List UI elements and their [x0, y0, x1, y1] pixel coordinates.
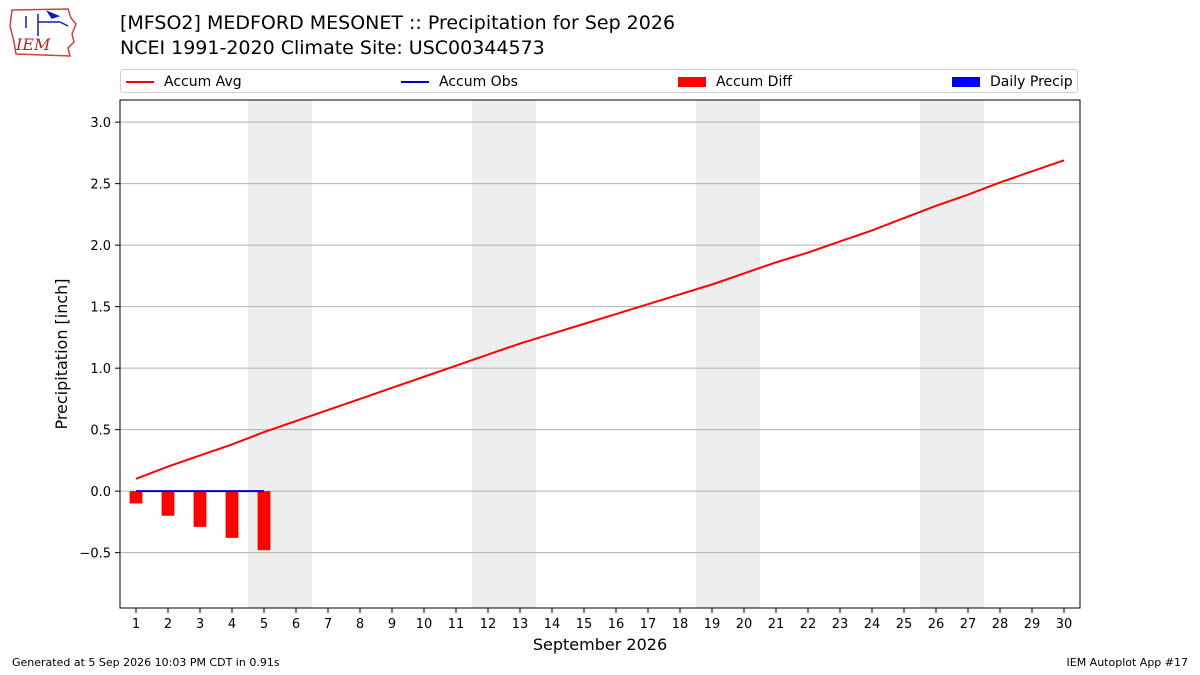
- x-tick-label: 22: [800, 617, 817, 632]
- x-axis-ticks: 1 2 3 4 5 6 7 8 9 10 11 12 13 14 15 16 17 18 19 20 21 22 23 24 2…: [132, 608, 1072, 632]
- x-tick-label: 5: [260, 617, 268, 632]
- accum-diff-bar: [161, 491, 175, 516]
- x-tick-label: 16: [608, 617, 625, 632]
- x-tick-label: 13: [512, 617, 529, 632]
- legend-label-daily-precip: Daily Precip: [990, 74, 1073, 90]
- weekend-band-1: [248, 100, 312, 608]
- x-tick-label: 17: [640, 617, 657, 632]
- x-tick-label: 24: [864, 617, 881, 632]
- legend-item-daily-precip: Daily Precip: [952, 73, 1073, 91]
- x-tick-label: 10: [416, 617, 433, 632]
- y-tick-label: −0.5: [79, 547, 111, 562]
- chart-title: [MFSO2] MEDFORD MESONET :: Precipitation…: [120, 12, 676, 34]
- x-tick-label: 27: [960, 617, 977, 632]
- y-tick-label: 0.0: [90, 485, 111, 500]
- weekend-bands: [248, 100, 984, 608]
- legend-item-accum-avg: Accum Avg: [126, 73, 242, 91]
- legend-swatch-daily-precip: [952, 77, 980, 87]
- y-tick-label: 1.5: [90, 301, 111, 316]
- accum-diff-bar: [129, 491, 143, 504]
- accum-avg-line: [135, 159, 1065, 480]
- accum-diff-bar: [193, 491, 207, 527]
- y-axis-ticks: −0.5 0.0 0.5 1.0 1.5 2.0 2.5 3.0: [79, 116, 120, 562]
- footer-app: IEM Autoplot App #17: [1066, 656, 1189, 669]
- x-tick-label: 9: [388, 617, 396, 632]
- legend-swatch-accum-diff: [678, 77, 706, 87]
- accum-diff-bar: [225, 491, 239, 538]
- legend-label-accum-avg: Accum Avg: [164, 74, 242, 90]
- x-tick-label: 7: [324, 617, 332, 632]
- diff-bars: [129, 491, 271, 551]
- x-tick-label: 4: [228, 617, 236, 632]
- legend-item-accum-obs: Accum Obs: [401, 73, 518, 91]
- y-axis-label: Precipitation [inch]: [52, 278, 71, 429]
- x-tick-label: 21: [768, 617, 785, 632]
- weekend-band-4: [920, 100, 984, 608]
- legend-label-accum-obs: Accum Obs: [439, 74, 518, 90]
- x-tick-label: 3: [196, 617, 204, 632]
- y-tick-label: 1.0: [90, 362, 111, 377]
- x-tick-label: 26: [928, 617, 945, 632]
- x-tick-label: 2: [164, 617, 172, 632]
- x-tick-label: 12: [480, 617, 497, 632]
- x-tick-label: 14: [544, 617, 561, 632]
- legend-swatch-accum-avg: [126, 81, 154, 83]
- y-tick-label: 2.5: [90, 178, 111, 193]
- x-tick-label: 1: [132, 617, 140, 632]
- x-tick-label: 19: [704, 617, 721, 632]
- weekend-band-3: [696, 100, 760, 608]
- x-tick-label: 23: [832, 617, 849, 632]
- chart-subtitle: NCEI 1991-2020 Climate Site: USC00344573: [120, 37, 545, 59]
- x-tick-label: 8: [356, 617, 364, 632]
- x-tick-label: 15: [576, 617, 593, 632]
- accum-diff-bar: [257, 491, 271, 551]
- y-tick-label: 2.0: [90, 239, 111, 254]
- legend: Accum Avg Accum Obs Accum Diff Daily Pre…: [120, 69, 1078, 93]
- x-tick-label: 25: [896, 617, 913, 632]
- series-lines: [135, 159, 1065, 493]
- weekend-band-2: [472, 100, 536, 608]
- grid-lines: [120, 121, 1080, 554]
- x-tick-label: 28: [992, 617, 1009, 632]
- legend-item-accum-diff: Accum Diff: [678, 73, 792, 91]
- x-axis-label: September 2026: [533, 635, 667, 654]
- x-tick-label: 18: [672, 617, 689, 632]
- legend-label-accum-diff: Accum Diff: [716, 74, 793, 90]
- footer-generated: Generated at 5 Sep 2026 10:03 PM CDT in …: [12, 656, 280, 669]
- y-tick-label: 0.5: [90, 424, 111, 439]
- x-tick-label: 20: [736, 617, 753, 632]
- legend-swatch-accum-obs: [401, 81, 429, 83]
- x-tick-label: 30: [1056, 617, 1073, 632]
- plot-frame: [119, 99, 1081, 609]
- logo-text: IEM: [15, 35, 51, 54]
- x-tick-label: 29: [1024, 617, 1041, 632]
- x-tick-label: 6: [292, 617, 300, 632]
- iem-logo: IEM: [9, 8, 77, 57]
- x-tick-label: 11: [448, 617, 465, 632]
- y-tick-label: 3.0: [90, 116, 111, 131]
